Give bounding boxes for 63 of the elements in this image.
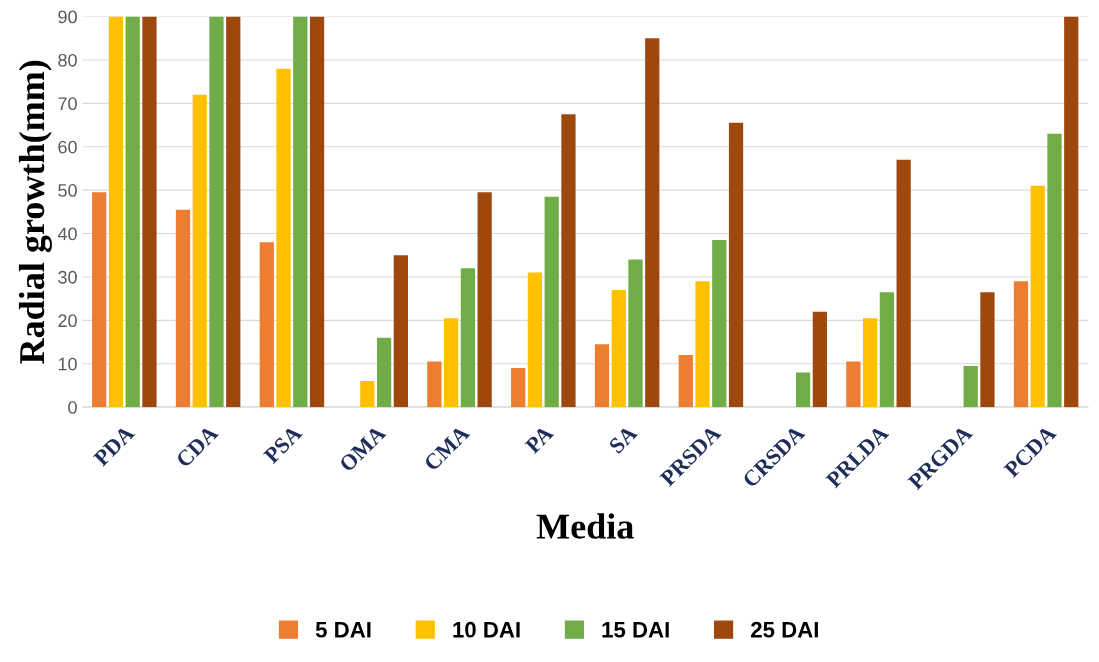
y-tick-label: 30 (58, 270, 77, 284)
y-tick-label: 0 (68, 401, 77, 414)
bar (175, 209, 191, 408)
x-tick-label: CDA (175, 424, 220, 469)
legend-label: 25 DAI (751, 621, 818, 638)
bar (594, 344, 610, 408)
bar (460, 268, 476, 408)
y-tick-label: 50 (58, 184, 77, 197)
bar (192, 94, 207, 408)
bar (544, 196, 559, 408)
bar (259, 242, 274, 408)
bar (963, 365, 978, 408)
y-tick-label: 40 (57, 227, 77, 241)
bar (376, 337, 392, 408)
bar (896, 159, 911, 408)
bar (108, 16, 124, 408)
bar (276, 68, 291, 408)
y-tick-label: 70 (58, 97, 77, 111)
bar (1013, 281, 1029, 408)
bar (795, 372, 811, 408)
bar (142, 16, 157, 408)
bar (226, 16, 241, 408)
bar (561, 114, 576, 408)
x-tick-label: PA (524, 424, 555, 455)
bar (125, 16, 140, 408)
bar (611, 289, 626, 408)
bar (879, 292, 895, 408)
legend-label: 10 DAI (453, 621, 520, 638)
y-tick-label: 80 (58, 53, 77, 67)
bar (1064, 16, 1079, 408)
bar (393, 255, 408, 408)
bar (628, 259, 643, 408)
bar (980, 292, 995, 408)
bar (511, 368, 526, 408)
bar (712, 240, 727, 408)
y-tick-label: 90 (58, 10, 77, 24)
x-tick-label: PSA (263, 424, 303, 465)
y-tick-label: 60 (58, 140, 77, 154)
y-axis-title: Radial growth(mm) (18, 60, 52, 364)
bar (846, 361, 861, 408)
bar (695, 281, 710, 408)
bar (1047, 133, 1062, 408)
bar (444, 318, 459, 408)
bar (92, 192, 107, 408)
bar (863, 318, 878, 408)
x-axis-title: Media (536, 513, 634, 539)
legend-label: 5 DAI (315, 622, 371, 638)
bar (360, 381, 375, 408)
bar (1030, 185, 1045, 408)
bar (678, 355, 693, 408)
bar (728, 122, 744, 408)
bar (427, 361, 442, 408)
bar (527, 272, 543, 408)
bar (293, 16, 308, 408)
bar (812, 311, 827, 408)
bar (477, 192, 492, 408)
legend-label: 15 DAI (602, 622, 669, 638)
x-tick-label: SA (608, 424, 639, 455)
y-tick-label: 10 (58, 357, 77, 371)
y-tick-label: 20 (58, 314, 77, 328)
bar (645, 38, 660, 408)
bar (309, 16, 325, 408)
bar (209, 16, 224, 408)
